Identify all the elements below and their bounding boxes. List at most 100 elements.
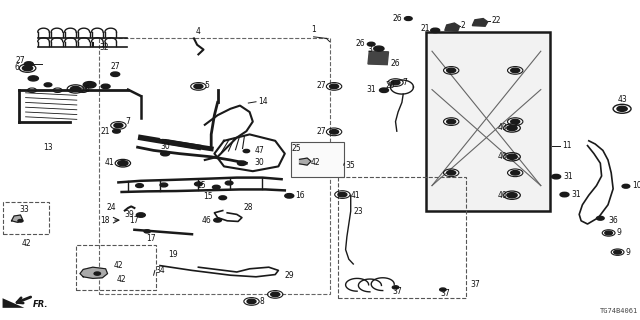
Polygon shape [80, 267, 108, 278]
Circle shape [507, 193, 517, 198]
Polygon shape [300, 158, 311, 165]
Text: 40: 40 [497, 191, 507, 200]
Circle shape [101, 84, 110, 89]
Text: 12: 12 [159, 132, 168, 141]
Circle shape [161, 151, 170, 156]
Circle shape [440, 288, 446, 291]
Text: 13: 13 [43, 143, 53, 152]
Text: 9: 9 [625, 248, 630, 257]
Polygon shape [12, 215, 22, 222]
Text: 18: 18 [100, 216, 110, 225]
Circle shape [404, 17, 412, 20]
Text: 34: 34 [156, 266, 165, 275]
Text: 20: 20 [386, 81, 396, 90]
Circle shape [70, 86, 81, 92]
Circle shape [28, 76, 38, 81]
Text: 24: 24 [107, 204, 116, 212]
Text: 42: 42 [22, 239, 32, 248]
Text: 35: 35 [346, 161, 355, 170]
Circle shape [237, 161, 246, 165]
Text: 37: 37 [470, 280, 480, 289]
Text: 32: 32 [99, 43, 109, 52]
Circle shape [447, 171, 456, 175]
Circle shape [22, 66, 33, 71]
Text: 21: 21 [100, 127, 110, 136]
Text: 14: 14 [259, 97, 268, 106]
Text: 41: 41 [104, 158, 114, 167]
Circle shape [219, 196, 227, 200]
Bar [76, 245, 156, 290]
Text: 15: 15 [196, 181, 206, 190]
Polygon shape [368, 51, 388, 65]
Text: 26: 26 [392, 14, 402, 23]
Text: 10: 10 [632, 181, 640, 190]
Text: 31: 31 [572, 190, 581, 199]
Circle shape [83, 82, 96, 88]
Text: 40: 40 [497, 152, 507, 161]
Text: 7: 7 [402, 78, 407, 87]
Circle shape [622, 184, 630, 188]
Text: 30: 30 [160, 142, 170, 151]
Circle shape [212, 185, 220, 189]
Circle shape [243, 149, 250, 153]
Text: 15: 15 [203, 192, 212, 201]
Circle shape [330, 130, 339, 134]
Circle shape [194, 84, 203, 89]
Text: 25: 25 [291, 144, 301, 153]
Circle shape [18, 220, 23, 222]
Bar [426, 32, 550, 211]
Bar [338, 177, 466, 298]
Circle shape [114, 123, 123, 128]
Text: 22: 22 [492, 16, 501, 25]
Text: 23: 23 [353, 207, 363, 216]
Text: 46: 46 [202, 216, 211, 225]
Circle shape [285, 194, 294, 198]
Text: 37: 37 [392, 287, 402, 296]
Text: 1: 1 [311, 25, 316, 34]
Text: 36: 36 [608, 216, 618, 225]
Circle shape [560, 192, 569, 197]
Circle shape [330, 84, 339, 89]
Text: 40: 40 [497, 124, 507, 132]
Circle shape [214, 218, 221, 222]
Circle shape [511, 119, 520, 124]
Circle shape [338, 192, 347, 197]
Text: 42: 42 [116, 275, 127, 284]
Circle shape [391, 80, 400, 85]
Text: 43: 43 [617, 95, 627, 104]
Bar [291, 142, 344, 177]
Circle shape [94, 272, 100, 275]
Text: 9: 9 [616, 228, 621, 237]
Text: 33: 33 [19, 205, 29, 214]
Circle shape [118, 161, 128, 166]
Text: 39: 39 [125, 210, 134, 219]
Text: FR.: FR. [33, 300, 49, 309]
Circle shape [447, 68, 456, 73]
Text: 21: 21 [420, 24, 430, 33]
Circle shape [511, 171, 520, 175]
Circle shape [24, 62, 33, 66]
Circle shape [596, 216, 604, 220]
Text: 31: 31 [563, 172, 573, 181]
Circle shape [271, 292, 280, 297]
Text: 7: 7 [125, 117, 131, 126]
Circle shape [507, 125, 517, 131]
Circle shape [367, 42, 375, 46]
Circle shape [225, 181, 233, 185]
Text: 27: 27 [317, 81, 326, 90]
Text: 8: 8 [259, 297, 264, 306]
Text: 5: 5 [205, 81, 210, 90]
Polygon shape [445, 23, 460, 31]
Text: 3: 3 [367, 45, 372, 54]
Text: 19: 19 [168, 250, 178, 259]
Circle shape [136, 213, 145, 217]
Text: 41: 41 [351, 191, 360, 200]
Bar [3, 202, 49, 234]
Text: 4: 4 [196, 27, 201, 36]
Circle shape [111, 72, 120, 76]
Text: 6: 6 [84, 85, 90, 94]
Circle shape [507, 154, 517, 159]
Text: 11: 11 [562, 141, 572, 150]
Text: 42: 42 [310, 158, 320, 167]
Circle shape [605, 231, 612, 235]
